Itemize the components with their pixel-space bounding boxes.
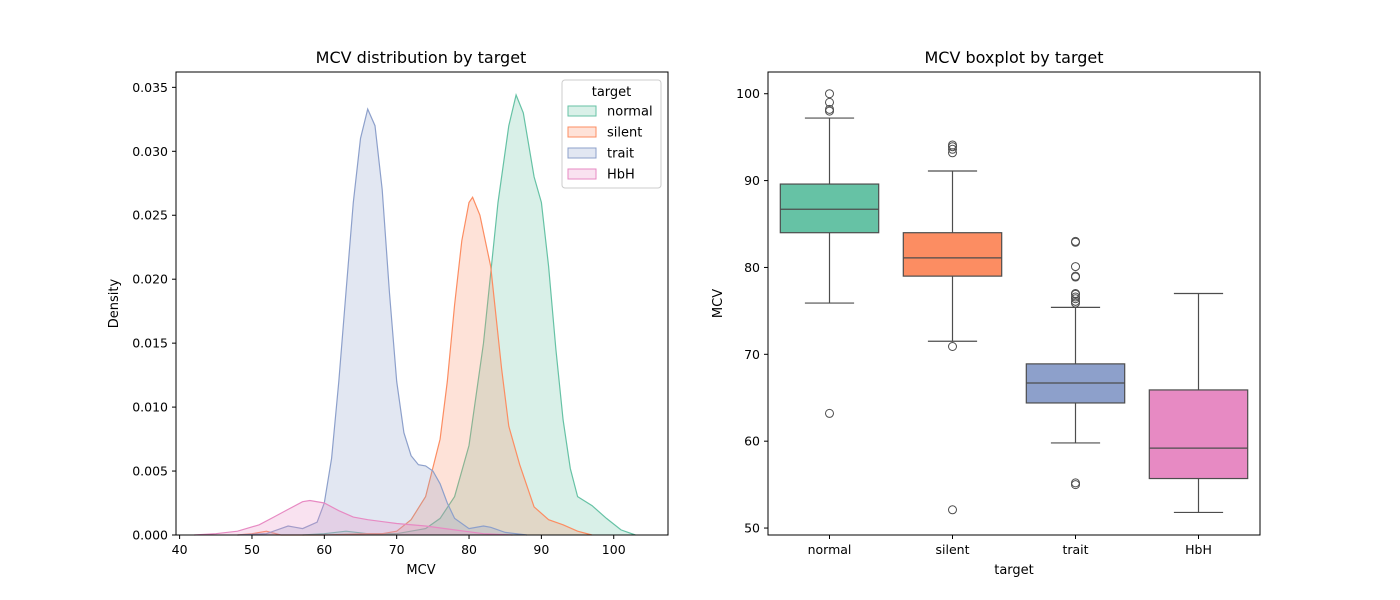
kde-series-group: [194, 93, 636, 536]
box-group-trait: [1025, 236, 1126, 490]
box-plot: MCV boxplot by target normal silent trait H…: [711, 48, 1261, 578]
box-y-tick-label: 90: [744, 173, 760, 188]
box-y-tick-label: 70: [744, 347, 760, 362]
kde-y-tick-label: 0.025: [132, 208, 168, 223]
kde-area-normal: [302, 95, 636, 535]
box-x-tick-label: trait: [1062, 542, 1088, 557]
outlier-point: [825, 104, 834, 114]
kde-y-tick-label: 0.035: [132, 80, 168, 95]
kde-line-normal: [302, 93, 636, 536]
box-title: MCV boxplot by target: [924, 48, 1103, 67]
kde-y-label: Density: [107, 278, 122, 328]
box-hbh: [1148, 389, 1249, 480]
outlier-point: [825, 408, 834, 418]
kde-area-hbh: [194, 500, 513, 535]
box-silent: [902, 232, 1003, 277]
outlier-point: [948, 341, 957, 351]
legend-swatch-trait: [567, 147, 597, 159]
outlier-point: [1071, 262, 1080, 272]
kde-x-tick-label: 70: [389, 542, 405, 557]
kde-y-tick-label: 0.030: [132, 144, 168, 159]
box-y-tick-label: 50: [744, 521, 760, 536]
outlier-point: [948, 140, 957, 150]
box-normal: [779, 183, 880, 234]
legend-title: target: [592, 85, 632, 100]
kde-plot: MCV distribution by target 40 50 60 70 80 90 1…: [107, 48, 669, 578]
kde-y-tick-label: 0.010: [132, 400, 168, 415]
legend-items: normal silent trait HbH: [567, 105, 653, 183]
legend-label-normal: normal: [607, 105, 653, 120]
kde-x-tick-label: 50: [244, 542, 260, 557]
outlier-point: [1071, 292, 1080, 302]
legend-label-trait: trait: [607, 147, 634, 162]
kde-y-ticks: 0.000 0.005 0.010 0.015 0.020 0.025 0.030 0.035: [132, 80, 176, 543]
outlier-point: [948, 144, 957, 154]
box-y-tick-label: 60: [744, 434, 760, 449]
kde-y-tick-label: 0.015: [132, 336, 168, 351]
box-group-hbh: [1148, 292, 1249, 514]
box-x-tick-label: HbH: [1185, 542, 1212, 557]
outlier-point: [1071, 271, 1080, 281]
kde-x-tick-label: 90: [533, 542, 549, 557]
legend-label-hbh: HbH: [607, 168, 635, 183]
box-y-tick-label: 80: [744, 260, 760, 275]
outlier-point: [1071, 478, 1080, 488]
box-group-silent: [902, 140, 1003, 515]
kde-axes-frame: [175, 71, 669, 536]
kde-line-hbh: [194, 499, 513, 536]
box-group-normal: [779, 89, 880, 418]
kde-legend: target normal silent trait HbH: [561, 79, 662, 189]
box-axes-frame: [767, 71, 1261, 536]
kde-x-label: MCV: [406, 563, 435, 578]
box-x-label: target: [994, 563, 1034, 578]
legend-label-silent: silent: [607, 126, 642, 141]
outlier-point: [825, 97, 834, 107]
kde-area-silent: [237, 197, 592, 536]
kde-x-ticks: 40 50 60 70 80 90 100: [172, 535, 626, 557]
box-y-label: MCV: [711, 289, 726, 318]
box-x-tick-label: silent: [936, 542, 970, 557]
kde-y-tick-label: 0.020: [132, 272, 168, 287]
kde-x-tick-label: 40: [172, 542, 188, 557]
outlier-point: [948, 505, 957, 515]
kde-x-tick-label: 60: [316, 542, 332, 557]
kde-title: MCV distribution by target: [316, 48, 527, 67]
kde-x-tick-label: 80: [461, 542, 477, 557]
box-x-tick-label: normal: [808, 542, 852, 557]
legend-swatch-hbh: [567, 168, 597, 180]
box-x-ticks: normal silent trait HbH: [808, 535, 1212, 557]
box-marks-group: [779, 89, 1249, 515]
kde-area-trait: [237, 109, 527, 535]
legend-frame: [561, 79, 662, 189]
outlier-point: [1071, 289, 1080, 299]
box-y-ticks: 50 60 70 80 90 100: [736, 86, 768, 536]
legend-swatch-normal: [567, 105, 597, 117]
kde-y-tick-label: 0.000: [132, 528, 168, 543]
outlier-point: [1071, 236, 1080, 246]
kde-line-trait: [237, 107, 527, 536]
box-y-tick-label: 100: [736, 86, 760, 101]
kde-y-tick-label: 0.005: [132, 464, 168, 479]
outlier-point: [825, 89, 834, 99]
legend-swatch-silent: [567, 126, 597, 138]
kde-x-tick-label: 100: [602, 542, 626, 557]
